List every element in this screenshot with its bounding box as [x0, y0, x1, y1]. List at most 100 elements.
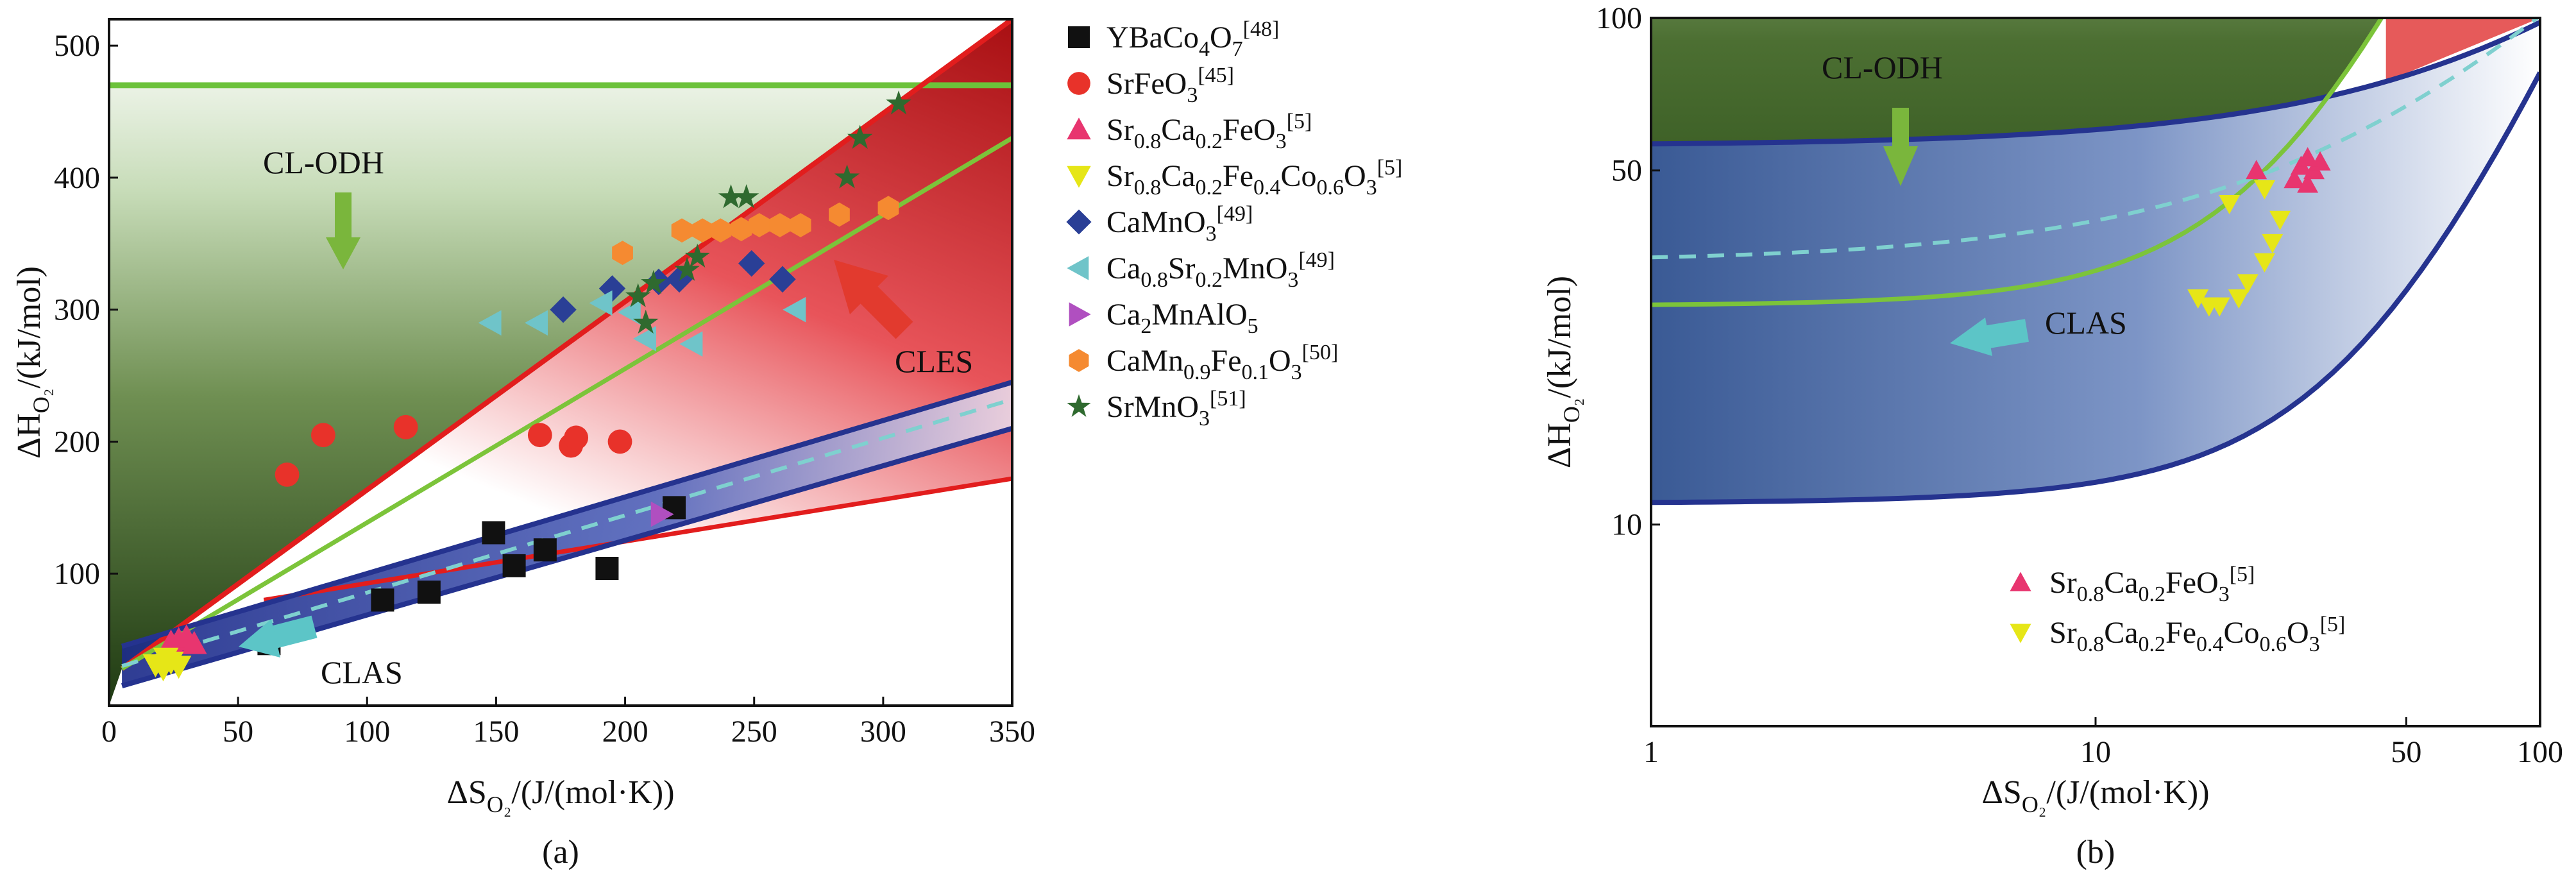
legend-marker-srfeo3: [1067, 72, 1090, 95]
cles-upper-line-a: [120, 19, 1012, 671]
point-ybaco4o7-5: [533, 538, 557, 562]
legend-label-sr0-8ca0-2fe0-4co0-6o3: Sr0.8Ca0.2Fe0.4Co0.6O3[5]: [1106, 156, 1402, 200]
cl-odh-label-a: CL-ODH: [263, 144, 384, 180]
point-b-sr0-8ca0-2fe0-4co0-6o3-8: [2219, 194, 2241, 214]
point-ca0-8sr0-2mno3-0: [478, 310, 502, 336]
point-b-sr0-8ca0-2feo3-6: [2246, 160, 2267, 180]
panel-b-chart: 1 10 50 100 10 50 100 CL-ODH CLAS Sr0.8Ca0.2Fe…: [1541, 1, 2563, 871]
x-tick-label-b: 50: [2391, 735, 2421, 769]
point-srmno3-6: [834, 164, 860, 189]
legend-label-ybaco4o7: YBaCo4O7[48]: [1106, 17, 1279, 61]
point-ca0-8sr0-2mno3-6: [783, 296, 806, 323]
legend-label-srfeo3: SrFeO3[45]: [1106, 64, 1234, 107]
clas-dashed-line-b: [1651, 18, 2540, 260]
legend-marker-camn0-9fe0-1o3: [1069, 349, 1089, 372]
legend-marker-sr0-8ca0-2feo3: [1067, 117, 1091, 140]
red-lower-line-a: [263, 476, 1012, 602]
legend-b-label-sr0-8ca0-2feo3: Sr0.8Ca0.2FeO3[5]: [2049, 563, 2255, 606]
point-b-sr0-8ca0-2fe0-4co0-6o3-3: [2228, 289, 2250, 309]
point-camn0-9fe0-1o3-7: [790, 213, 811, 237]
point-camn0-9fe0-1o3-1: [671, 218, 693, 243]
legend-marker-ca0-8sr0-2mno3: [1067, 256, 1089, 280]
x-axis-label-b: ΔSO₂/(J/(mol·K)): [1981, 774, 2209, 817]
point-b-sr0-8ca0-2fe0-4co0-6o3-6: [2262, 234, 2284, 253]
legend-label-sr0-8ca0-2feo3: Sr0.8Ca0.2FeO3[5]: [1106, 110, 1312, 153]
panel-b-ticks: 1 10 50 100 10 50 100: [1596, 1, 2563, 769]
x-tick-label-a: 50: [223, 715, 253, 749]
y-tick-label-a: 500: [54, 29, 100, 63]
point-ca0-8sr0-2mno3-5: [679, 331, 703, 357]
point-b-sr0-8ca0-2fe0-4co0-6o3-9: [2253, 180, 2275, 200]
point-ca0-8sr0-2mno3-2: [589, 290, 613, 316]
x-tick-label-a: 100: [344, 715, 390, 749]
point-srmno3-8: [886, 90, 911, 115]
legend-label-ca0-8sr0-2mno3: Ca0.8Sr0.2MnO3[49]: [1106, 248, 1335, 292]
point-b-sr0-8ca0-2fe0-4co0-6o3-7: [2269, 210, 2291, 230]
x-tick-label-a: 350: [989, 715, 1035, 749]
clas-arrow-a: [239, 615, 318, 658]
clas-upper-line-a: [121, 380, 1012, 649]
x-tick-label-a: 200: [602, 715, 648, 749]
legend-b-marker-sr0-8ca0-2feo3: [2010, 572, 2031, 591]
legend-label-camno3: CaMnO3[49]: [1106, 202, 1253, 246]
x-tick-label-a: 300: [860, 715, 906, 749]
point-srmno3-1: [633, 309, 659, 334]
legend-marker-camno3: [1066, 209, 1092, 235]
cl-odh-arrow-a: [326, 192, 360, 269]
cles-region-a: [122, 19, 1012, 669]
point-camn0-9fe0-1o3-6: [769, 213, 791, 237]
cl-odh-label-b: CL-ODH: [1822, 49, 1943, 85]
y-tick-label-a: 100: [54, 557, 100, 591]
point-camn0-9fe0-1o3-8: [829, 202, 850, 227]
y-axis-label-a: ΔHO₂/(kJ/mol): [11, 266, 54, 459]
point-ybaco4o7-4: [502, 554, 526, 577]
point-srmno3-5: [733, 184, 759, 208]
legend-b-marker-sr0-8ca0-2fe0-4co0-6o3: [2010, 624, 2031, 643]
panel-b-regions: [1651, 18, 2540, 505]
point-ca2mnalo5-0: [650, 501, 674, 527]
clas-lower-line-b: [1651, 71, 2540, 505]
point-srfeo3-0: [275, 463, 300, 487]
point-ca0-8sr0-2mno3-3: [617, 300, 641, 325]
legend-marker-ca2mnalo5: [1069, 302, 1091, 327]
cles-arrow-a: [834, 260, 913, 339]
panel-a-ticks: 0 50 100 150 200 250 300 350 100 200 300 400 500: [54, 29, 1035, 749]
panel-a-regions: [109, 19, 1012, 706]
point-camno3-5: [769, 266, 796, 293]
point-srmno3-3: [684, 243, 710, 268]
point-camn0-9fe0-1o3-0: [612, 241, 633, 266]
point-camn0-9fe0-1o3-5: [749, 213, 770, 237]
point-camno3-0: [550, 296, 577, 323]
point-srmno3-2: [674, 257, 700, 281]
point-srfeo3-1: [310, 423, 335, 448]
legend-marker-srmno3: [1067, 394, 1091, 417]
legend-a: YBaCo4O7[48]SrFeO3[45]Sr0.8Ca0.2FeO3[5]S…: [1066, 17, 1402, 430]
point-srfeo3-3: [527, 423, 552, 448]
point-ca0-8sr0-2mno3-1: [524, 310, 548, 336]
legend-b: Sr0.8Ca0.2FeO3[5] Sr0.8Ca0.2Fe0.4Co0.6O3[…: [2010, 563, 2345, 656]
panel-b-markers: [2187, 147, 2331, 317]
y-tick-label-a: 300: [54, 293, 100, 327]
y-tick-label-b: 100: [1596, 1, 1642, 35]
cl-odh-region-a: [109, 19, 1012, 706]
point-b-sr0-8ca0-2feo3-0: [2284, 169, 2305, 189]
point-camno3-3: [666, 266, 693, 293]
panel-a-frame: [108, 18, 1013, 707]
cles-label-a: CLES: [895, 343, 973, 379]
point-srmno3-0: [625, 283, 651, 307]
point-srfeo3-6: [607, 429, 632, 454]
point-ca0-8sr0-2mno3-4: [632, 326, 656, 352]
point-sr0-8ca0-2fe0-4co0-6o3-3: [165, 656, 192, 679]
clas-arrow-b: [1950, 318, 2029, 356]
clas-label-a: CLAS: [321, 654, 403, 690]
panel-label-a: (a): [542, 834, 579, 871]
point-camn0-9fe0-1o3-2: [691, 218, 713, 243]
cles-lower-line-a: [121, 136, 1012, 671]
y-axis-label-b: ΔHO₂/(kJ/mol): [1541, 276, 1584, 468]
x-axis-label-a: ΔSO₂/(J/(mol·K)): [446, 774, 674, 817]
y-tick-label-a: 200: [54, 425, 100, 459]
point-b-sr0-8ca0-2fe0-4co0-6o3-0: [2187, 289, 2209, 309]
point-camn0-9fe0-1o3-4: [731, 217, 752, 242]
point-ybaco4o7-6: [595, 557, 619, 580]
